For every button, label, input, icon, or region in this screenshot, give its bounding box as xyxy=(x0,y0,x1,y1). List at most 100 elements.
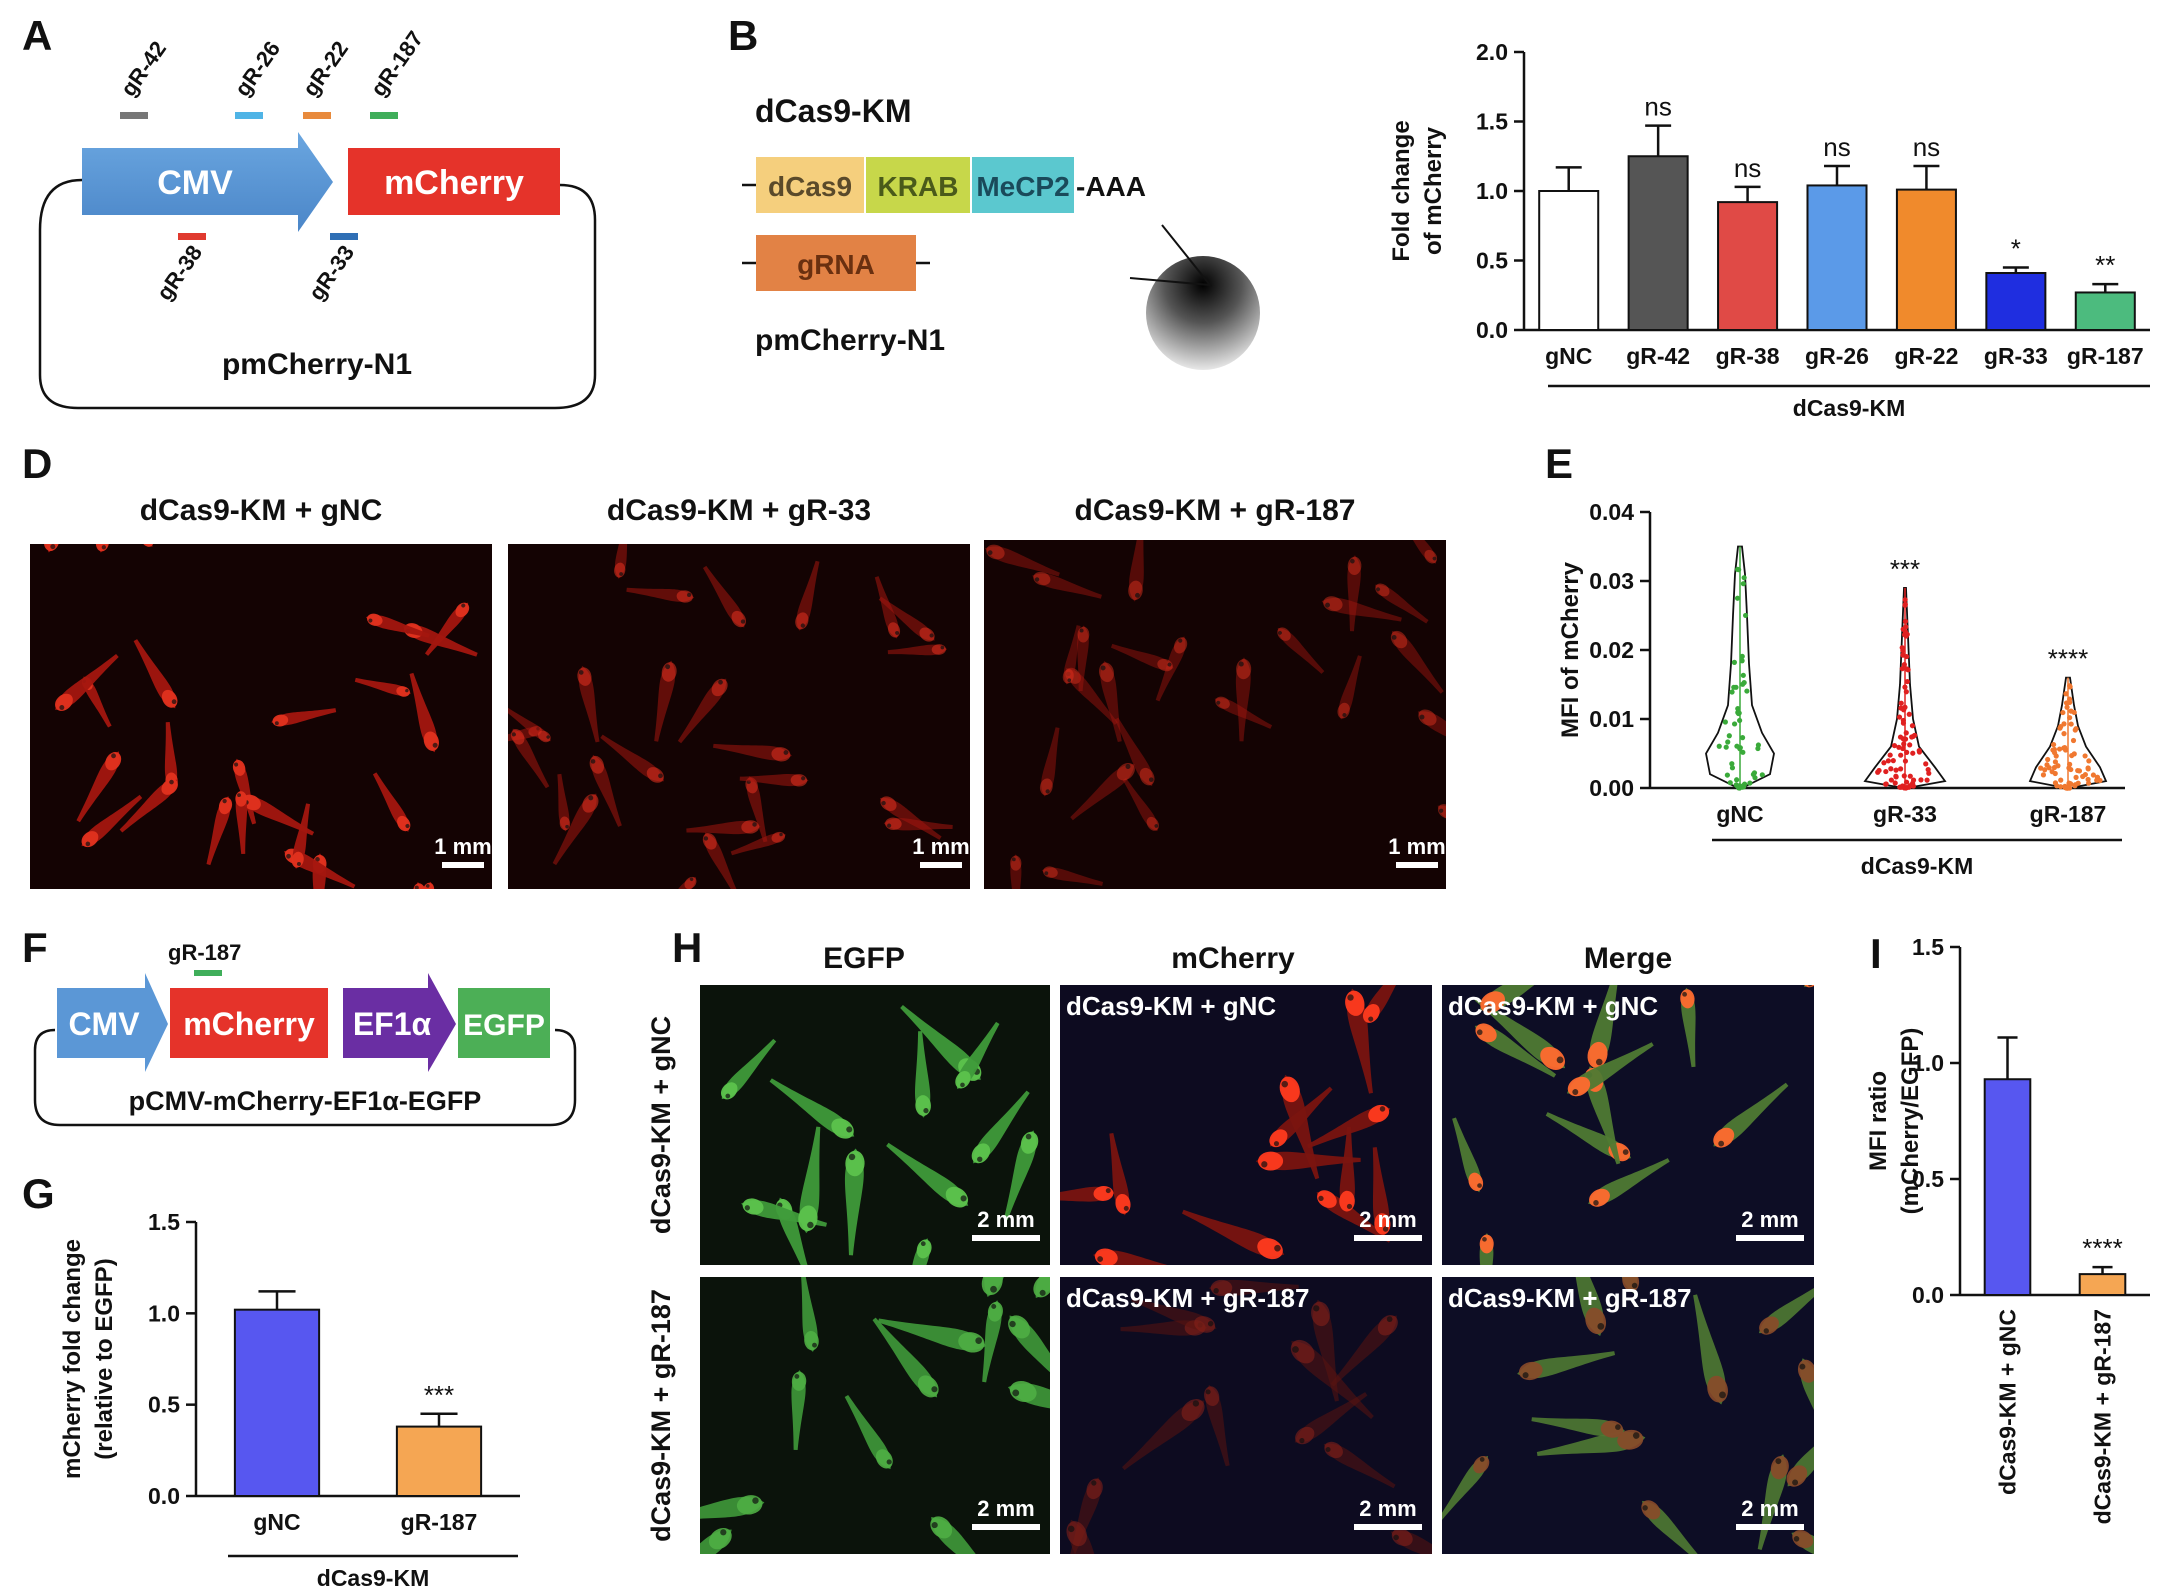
fish-head xyxy=(582,794,599,813)
fish-eye xyxy=(1807,985,1813,987)
fish-eye xyxy=(752,1497,759,1504)
fish-eye xyxy=(929,633,934,638)
fish-head xyxy=(919,627,935,642)
fish-eye xyxy=(1012,1389,1020,1397)
fish xyxy=(1474,997,1566,1070)
data-point xyxy=(1740,581,1746,587)
fish xyxy=(1345,988,1373,1094)
fish-body xyxy=(1804,985,1814,988)
fish xyxy=(844,1148,865,1256)
data-point xyxy=(2085,765,2091,771)
scale-bar xyxy=(972,1235,1040,1241)
fish-eye xyxy=(1342,713,1347,717)
fish-head xyxy=(1437,804,1446,819)
data-point xyxy=(2058,784,2064,790)
bar xyxy=(1806,184,1868,331)
fish-eye xyxy=(1346,1203,1353,1209)
fish xyxy=(1479,985,1575,1013)
fish xyxy=(985,544,1060,577)
y-tick-label: 1.0 xyxy=(1912,1050,1944,1076)
guide-bar-gr187 xyxy=(370,112,398,119)
fish-head xyxy=(1194,1316,1216,1333)
data-point xyxy=(1910,777,1917,783)
fish xyxy=(1417,709,1446,757)
y-axis-label: of mCherry xyxy=(1420,126,1447,255)
fish-head xyxy=(1020,1131,1039,1154)
fish-eye xyxy=(1205,1389,1211,1395)
data-point xyxy=(1898,766,1904,772)
data-point xyxy=(1724,772,1730,778)
fish-body xyxy=(1070,764,1135,821)
data-point xyxy=(2072,727,2078,733)
data-point xyxy=(2038,765,2044,771)
panel-label-h: H xyxy=(672,924,702,971)
fish-eye xyxy=(237,793,241,798)
fish xyxy=(1070,762,1135,821)
dcas9-box xyxy=(756,157,864,213)
fish-eye xyxy=(1274,1244,1281,1252)
fish-body xyxy=(1277,627,1325,674)
fish xyxy=(413,882,432,889)
fish-eye xyxy=(752,822,757,827)
fish-group xyxy=(720,1005,1039,1265)
panel-label-e: E xyxy=(1545,440,1573,487)
fish xyxy=(1588,1158,1670,1207)
y-tick-label: 0.01 xyxy=(1589,706,1634,732)
fish xyxy=(1479,1233,1494,1265)
data-point xyxy=(2052,759,2059,765)
fish-head xyxy=(986,544,1005,560)
fish-head xyxy=(1277,627,1291,641)
data-point xyxy=(2052,770,2058,777)
fish-eye xyxy=(1347,994,1354,1001)
fish-body xyxy=(1114,717,1153,787)
fish-eye xyxy=(1393,1534,1399,1541)
fish xyxy=(95,544,115,553)
group-label: dCas9-KM xyxy=(1861,853,1973,879)
fish xyxy=(1323,1441,1396,1489)
data-point xyxy=(2082,771,2088,778)
fish xyxy=(1062,625,1081,685)
fish-eye xyxy=(85,841,91,847)
fish-eye xyxy=(1391,634,1397,640)
fish xyxy=(1077,625,1090,692)
y-tick-label: 1.0 xyxy=(1476,178,1508,204)
fish xyxy=(76,751,122,823)
panel-d-title: dCas9-KM + gNC xyxy=(140,494,383,527)
scale-bar-label: 1 mm xyxy=(912,834,969,859)
data-point xyxy=(1887,752,1893,758)
fish-head xyxy=(367,613,383,626)
fish-head xyxy=(1009,1381,1037,1403)
fish-eye xyxy=(1350,558,1355,564)
fish-body xyxy=(1214,698,1273,729)
x-tick-label: gR-22 xyxy=(1894,343,1958,369)
fish-eye xyxy=(565,824,569,829)
scale-bar-label: 2 mm xyxy=(1741,1496,1798,1521)
fish xyxy=(886,1142,969,1208)
x-tick-label: gR-33 xyxy=(1873,801,1937,827)
fish-eye xyxy=(977,1156,983,1162)
data-point xyxy=(1883,781,1889,787)
panel-label-a: A xyxy=(22,12,52,59)
panel-d: D dCas9-KM + gNC 1 mm dCas9-KM + gR-33 1 mm… xyxy=(22,440,1446,889)
fish-eye xyxy=(848,1153,856,1161)
fish-body xyxy=(844,1148,864,1256)
fish-eye xyxy=(846,1126,853,1133)
fish-eye xyxy=(1556,1056,1564,1064)
fish-eye xyxy=(511,732,516,737)
fish-eye xyxy=(111,753,116,759)
data-point xyxy=(2097,777,2103,784)
guide-bar-gr26 xyxy=(235,112,263,119)
bar xyxy=(1717,201,1779,331)
fish-body xyxy=(915,1031,931,1118)
fish xyxy=(1531,1417,1625,1438)
significance-label: *** xyxy=(1890,554,1920,584)
fish-body xyxy=(1235,657,1251,742)
fish-eye xyxy=(1154,824,1159,828)
fish-eye xyxy=(1382,1226,1389,1232)
fish-eye xyxy=(1238,661,1244,667)
fish-eye xyxy=(920,1241,926,1247)
fish-head xyxy=(945,1186,969,1208)
micrograph xyxy=(984,540,1446,889)
cmv-f-arrow xyxy=(57,973,168,1072)
data-point xyxy=(1739,653,1745,659)
